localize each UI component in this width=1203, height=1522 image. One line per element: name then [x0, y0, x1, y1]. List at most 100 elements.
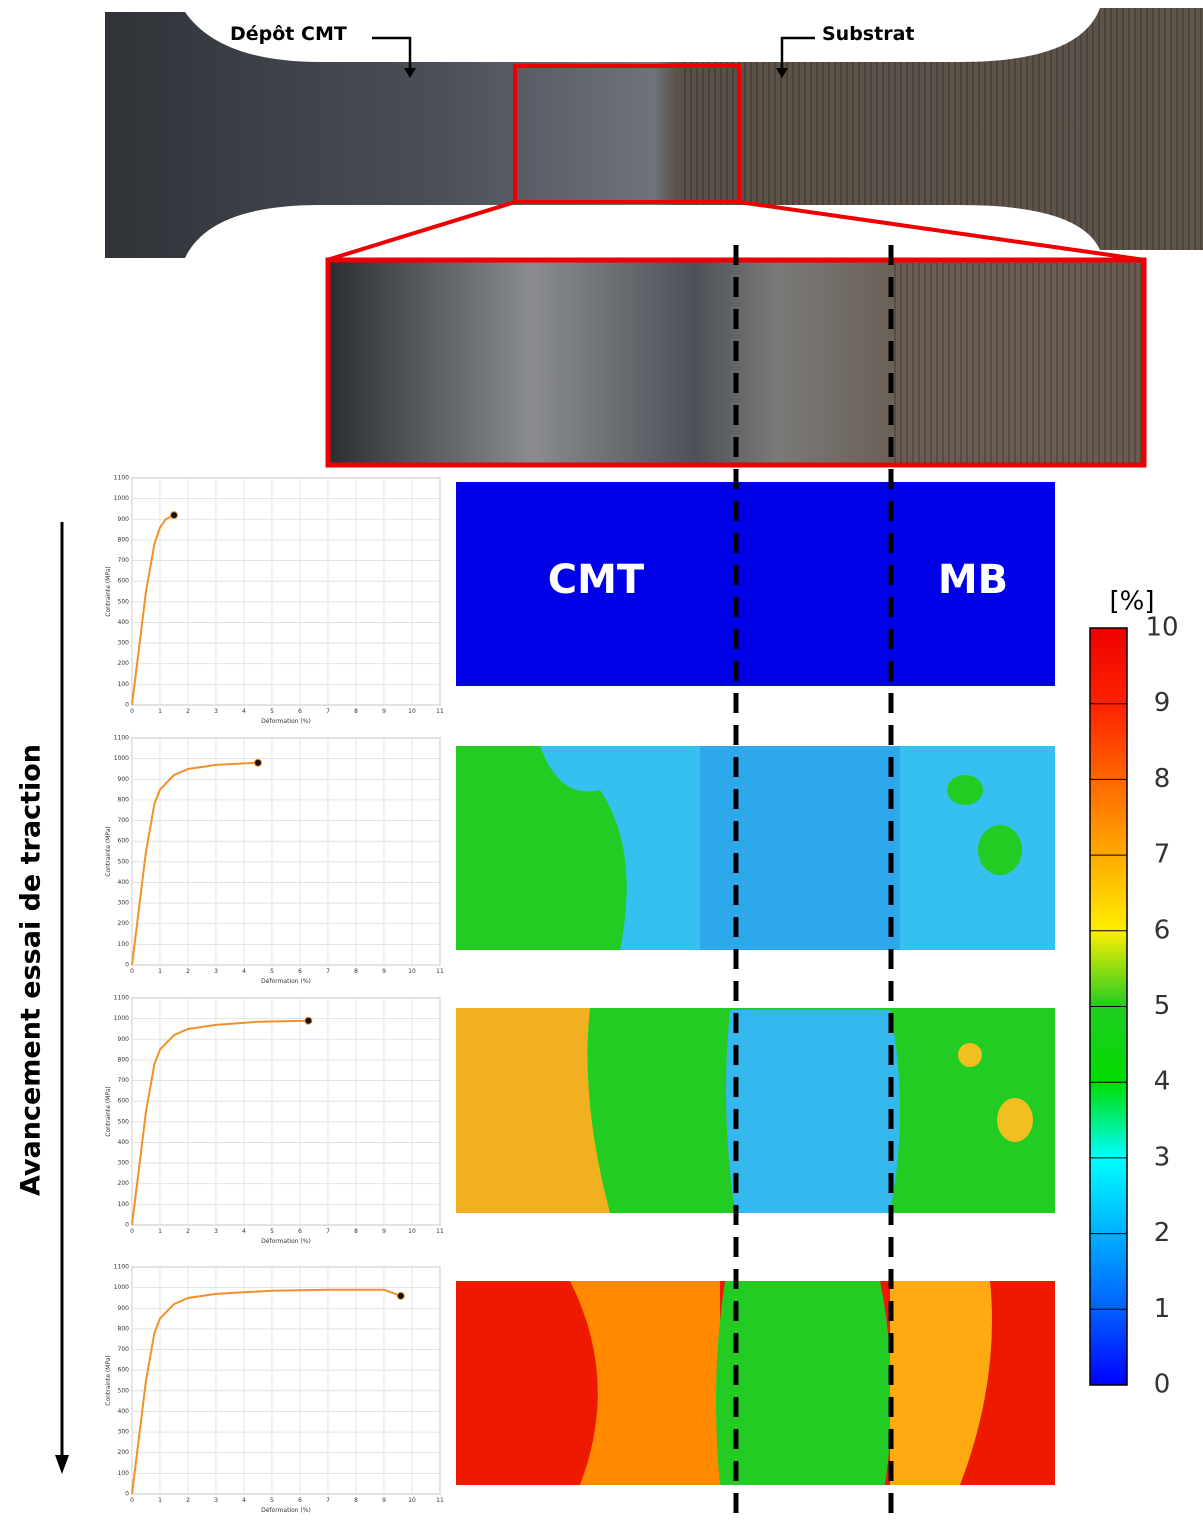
colorbar-tick-label: 8 [1154, 764, 1171, 794]
y-tick-label: 300 [118, 1160, 130, 1167]
x-tick-label: 11 [436, 1228, 444, 1235]
strain-map [456, 746, 1055, 950]
x-tick-label: 5 [270, 968, 274, 975]
y-axis-label: Contrainte (MPa) [105, 566, 112, 616]
x-tick-label: 7 [326, 1497, 330, 1504]
x-tick-label: 11 [436, 708, 444, 715]
x-tick-label: 0 [130, 968, 134, 975]
x-tick-label: 2 [186, 708, 190, 715]
x-tick-label: 4 [242, 1497, 246, 1504]
x-tick-label: 1 [158, 708, 162, 715]
y-tick-label: 300 [118, 900, 130, 907]
y-tick-label: 1000 [114, 755, 129, 762]
y-axis-label: Contrainte (MPa) [105, 1086, 112, 1136]
colorbar-tick-label: 2 [1154, 1218, 1171, 1248]
y-tick-label: 0 [125, 962, 129, 969]
x-tick-label: 9 [382, 1228, 386, 1235]
x-tick-label: 8 [354, 1228, 358, 1235]
x-axis-label: Déformation (%) [261, 1507, 311, 1514]
x-tick-label: 9 [382, 708, 386, 715]
colorbar-tick-label: 4 [1154, 1067, 1171, 1097]
x-tick-label: 1 [158, 968, 162, 975]
y-tick-label: 700 [118, 1346, 130, 1353]
y-tick-label: 700 [118, 817, 130, 824]
y-tick-label: 100 [118, 1201, 130, 1208]
end-point [170, 511, 178, 520]
x-tick-label: 7 [326, 708, 330, 715]
colorbar-tick-label: 10 [1145, 613, 1178, 643]
x-tick-label: 0 [130, 1497, 134, 1504]
x-tick-label: 4 [242, 1228, 246, 1235]
x-tick-label: 2 [186, 1228, 190, 1235]
y-tick-label: 500 [118, 1118, 130, 1125]
y-tick-label: 1100 [114, 1264, 129, 1271]
y-tick-label: 600 [118, 1098, 130, 1105]
zoom-line [326, 200, 516, 262]
x-tick-label: 5 [270, 708, 274, 715]
x-tick-label: 5 [270, 1228, 274, 1235]
x-tick-label: 3 [214, 1228, 218, 1235]
x-tick-label: 4 [242, 968, 246, 975]
y-tick-label: 200 [118, 1180, 130, 1187]
y-tick-label: 900 [118, 1036, 130, 1043]
x-tick-label: 9 [382, 1497, 386, 1504]
zone-label: CMT [548, 557, 645, 603]
y-tick-label: 800 [118, 1056, 130, 1063]
annotation: Dépôt CMT [230, 23, 347, 45]
x-tick-label: 2 [186, 968, 190, 975]
y-tick-label: 200 [118, 1449, 130, 1456]
side-label: Avancement essai de traction [16, 744, 47, 1196]
x-tick-label: 0 [130, 708, 134, 715]
x-tick-label: 8 [354, 1497, 358, 1504]
curve [131, 1019, 309, 1226]
y-tick-label: 500 [118, 858, 130, 865]
plot-area [131, 477, 441, 706]
x-tick-label: 8 [354, 968, 358, 975]
colorbar-unit: [%] [1110, 587, 1155, 617]
x-tick-label: 2 [186, 1497, 190, 1504]
colorbar-tick-label: 1 [1154, 1294, 1171, 1324]
colorbar-tick-label: 3 [1154, 1142, 1171, 1172]
strain-map [456, 482, 1055, 686]
end-point [304, 1016, 313, 1025]
y-tick-label: 1000 [114, 1015, 129, 1022]
y-tick-label: 100 [118, 681, 130, 688]
colorbar-tick-label: 5 [1154, 991, 1171, 1021]
x-tick-label: 0 [130, 1228, 134, 1235]
y-tick-label: 400 [118, 1408, 130, 1415]
y-tick-label: 100 [118, 1470, 130, 1477]
y-tick-label: 300 [118, 1429, 130, 1436]
y-tick-label: 1100 [114, 475, 129, 482]
x-tick-label: 8 [354, 708, 358, 715]
x-tick-label: 10 [408, 708, 416, 715]
y-tick-label: 800 [118, 796, 130, 803]
y-tick-label: 600 [118, 838, 130, 845]
x-tick-label: 10 [408, 1497, 416, 1504]
y-tick-label: 1100 [114, 995, 129, 1002]
x-tick-label: 9 [382, 968, 386, 975]
x-axis-label: Déformation (%) [261, 718, 311, 725]
x-tick-label: 1 [158, 1228, 162, 1235]
arrow-head [776, 68, 788, 78]
x-tick-label: 10 [408, 1228, 416, 1235]
zoom-texture [890, 263, 1142, 463]
plot-area [131, 1266, 441, 1495]
x-tick-label: 4 [242, 708, 246, 715]
plot-area [131, 737, 441, 966]
y-axis-label: Contrainte (MPa) [105, 826, 112, 876]
colorbar-tick-label: 7 [1154, 840, 1171, 870]
y-tick-label: 200 [118, 660, 130, 667]
x-tick-label: 3 [214, 708, 218, 715]
y-tick-label: 0 [125, 1222, 129, 1229]
strain-map [456, 1008, 1055, 1213]
zone-label: MB [938, 557, 1008, 603]
x-tick-label: 6 [298, 968, 302, 975]
annotation: Substrat [822, 23, 914, 45]
arrow-head [404, 68, 416, 78]
x-tick-label: 7 [326, 1228, 330, 1235]
x-tick-label: 6 [298, 708, 302, 715]
x-tick-label: 3 [214, 1497, 218, 1504]
y-tick-label: 0 [125, 1491, 129, 1498]
y-tick-label: 300 [118, 640, 130, 647]
y-tick-label: 1100 [114, 735, 129, 742]
